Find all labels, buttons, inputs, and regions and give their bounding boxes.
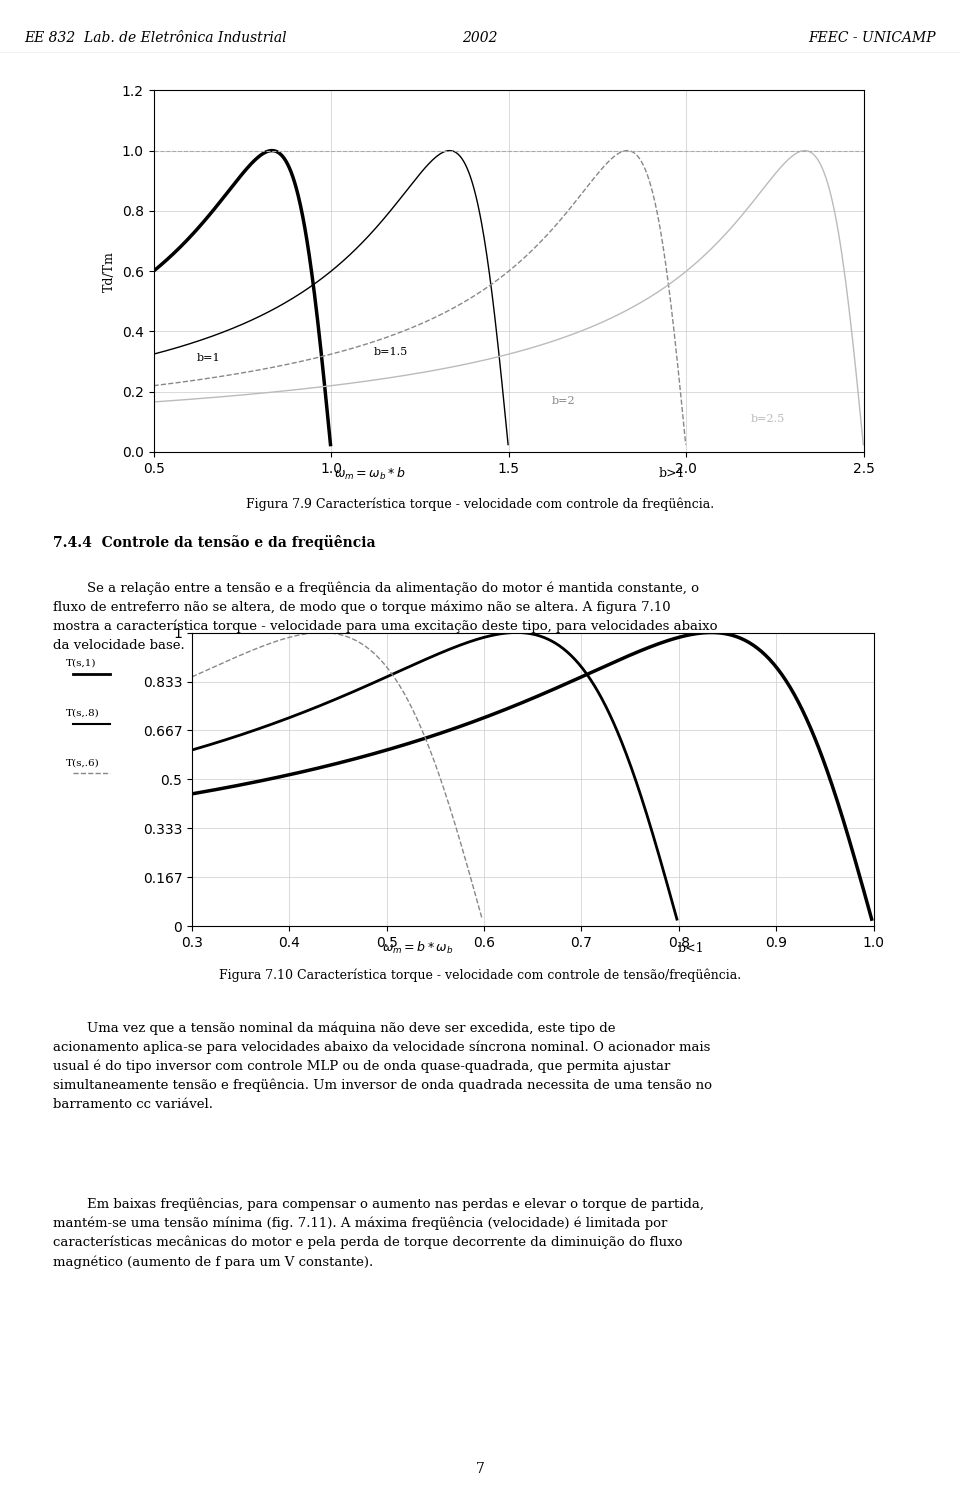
Text: b<1: b<1 (678, 941, 705, 955)
Text: b=1: b=1 (196, 354, 220, 363)
Text: b=1.5: b=1.5 (373, 348, 408, 357)
Text: Em baixas freqüências, para compensar o aumento nas perdas e elevar o torque de : Em baixas freqüências, para compensar o … (53, 1197, 704, 1268)
Text: Figura 7.10 Característica torque - velocidade com controle de tensão/freqüência: Figura 7.10 Característica torque - velo… (219, 968, 741, 982)
Text: 7: 7 (475, 1462, 485, 1476)
Text: Figura 7.9 Característica torque - velocidade com controle da freqüência.: Figura 7.9 Característica torque - veloc… (246, 497, 714, 511)
Text: b>1: b>1 (659, 467, 685, 480)
Text: b=2: b=2 (551, 396, 575, 405)
Text: $\omega_m = \omega_b * b$: $\omega_m = \omega_b * b$ (334, 465, 405, 482)
Y-axis label: Td/Tm: Td/Tm (104, 250, 116, 292)
Text: FEEC - UNICAMP: FEEC - UNICAMP (808, 30, 936, 45)
Text: $\omega_m = b * \omega_b$: $\omega_m = b * \omega_b$ (382, 940, 453, 956)
Text: 7.4.4  Controle da tensão e da freqüência: 7.4.4 Controle da tensão e da freqüência (53, 535, 375, 550)
Text: Uma vez que a tensão nominal da máquina não deve ser excedida, este tipo de
acio: Uma vez que a tensão nominal da máquina … (53, 1021, 711, 1111)
Text: T(s,.8): T(s,.8) (66, 709, 100, 718)
Text: Se a relação entre a tensão e a freqüência da alimentação do motor é mantida con: Se a relação entre a tensão e a freqüênc… (53, 581, 717, 652)
Text: 2002: 2002 (463, 30, 497, 45)
Text: T(s,.6): T(s,.6) (66, 759, 100, 768)
Text: T(s,1): T(s,1) (66, 660, 96, 669)
Text: EE 832  Lab. de Eletrônica Industrial: EE 832 Lab. de Eletrônica Industrial (24, 30, 287, 45)
Text: b=2.5: b=2.5 (751, 414, 784, 423)
